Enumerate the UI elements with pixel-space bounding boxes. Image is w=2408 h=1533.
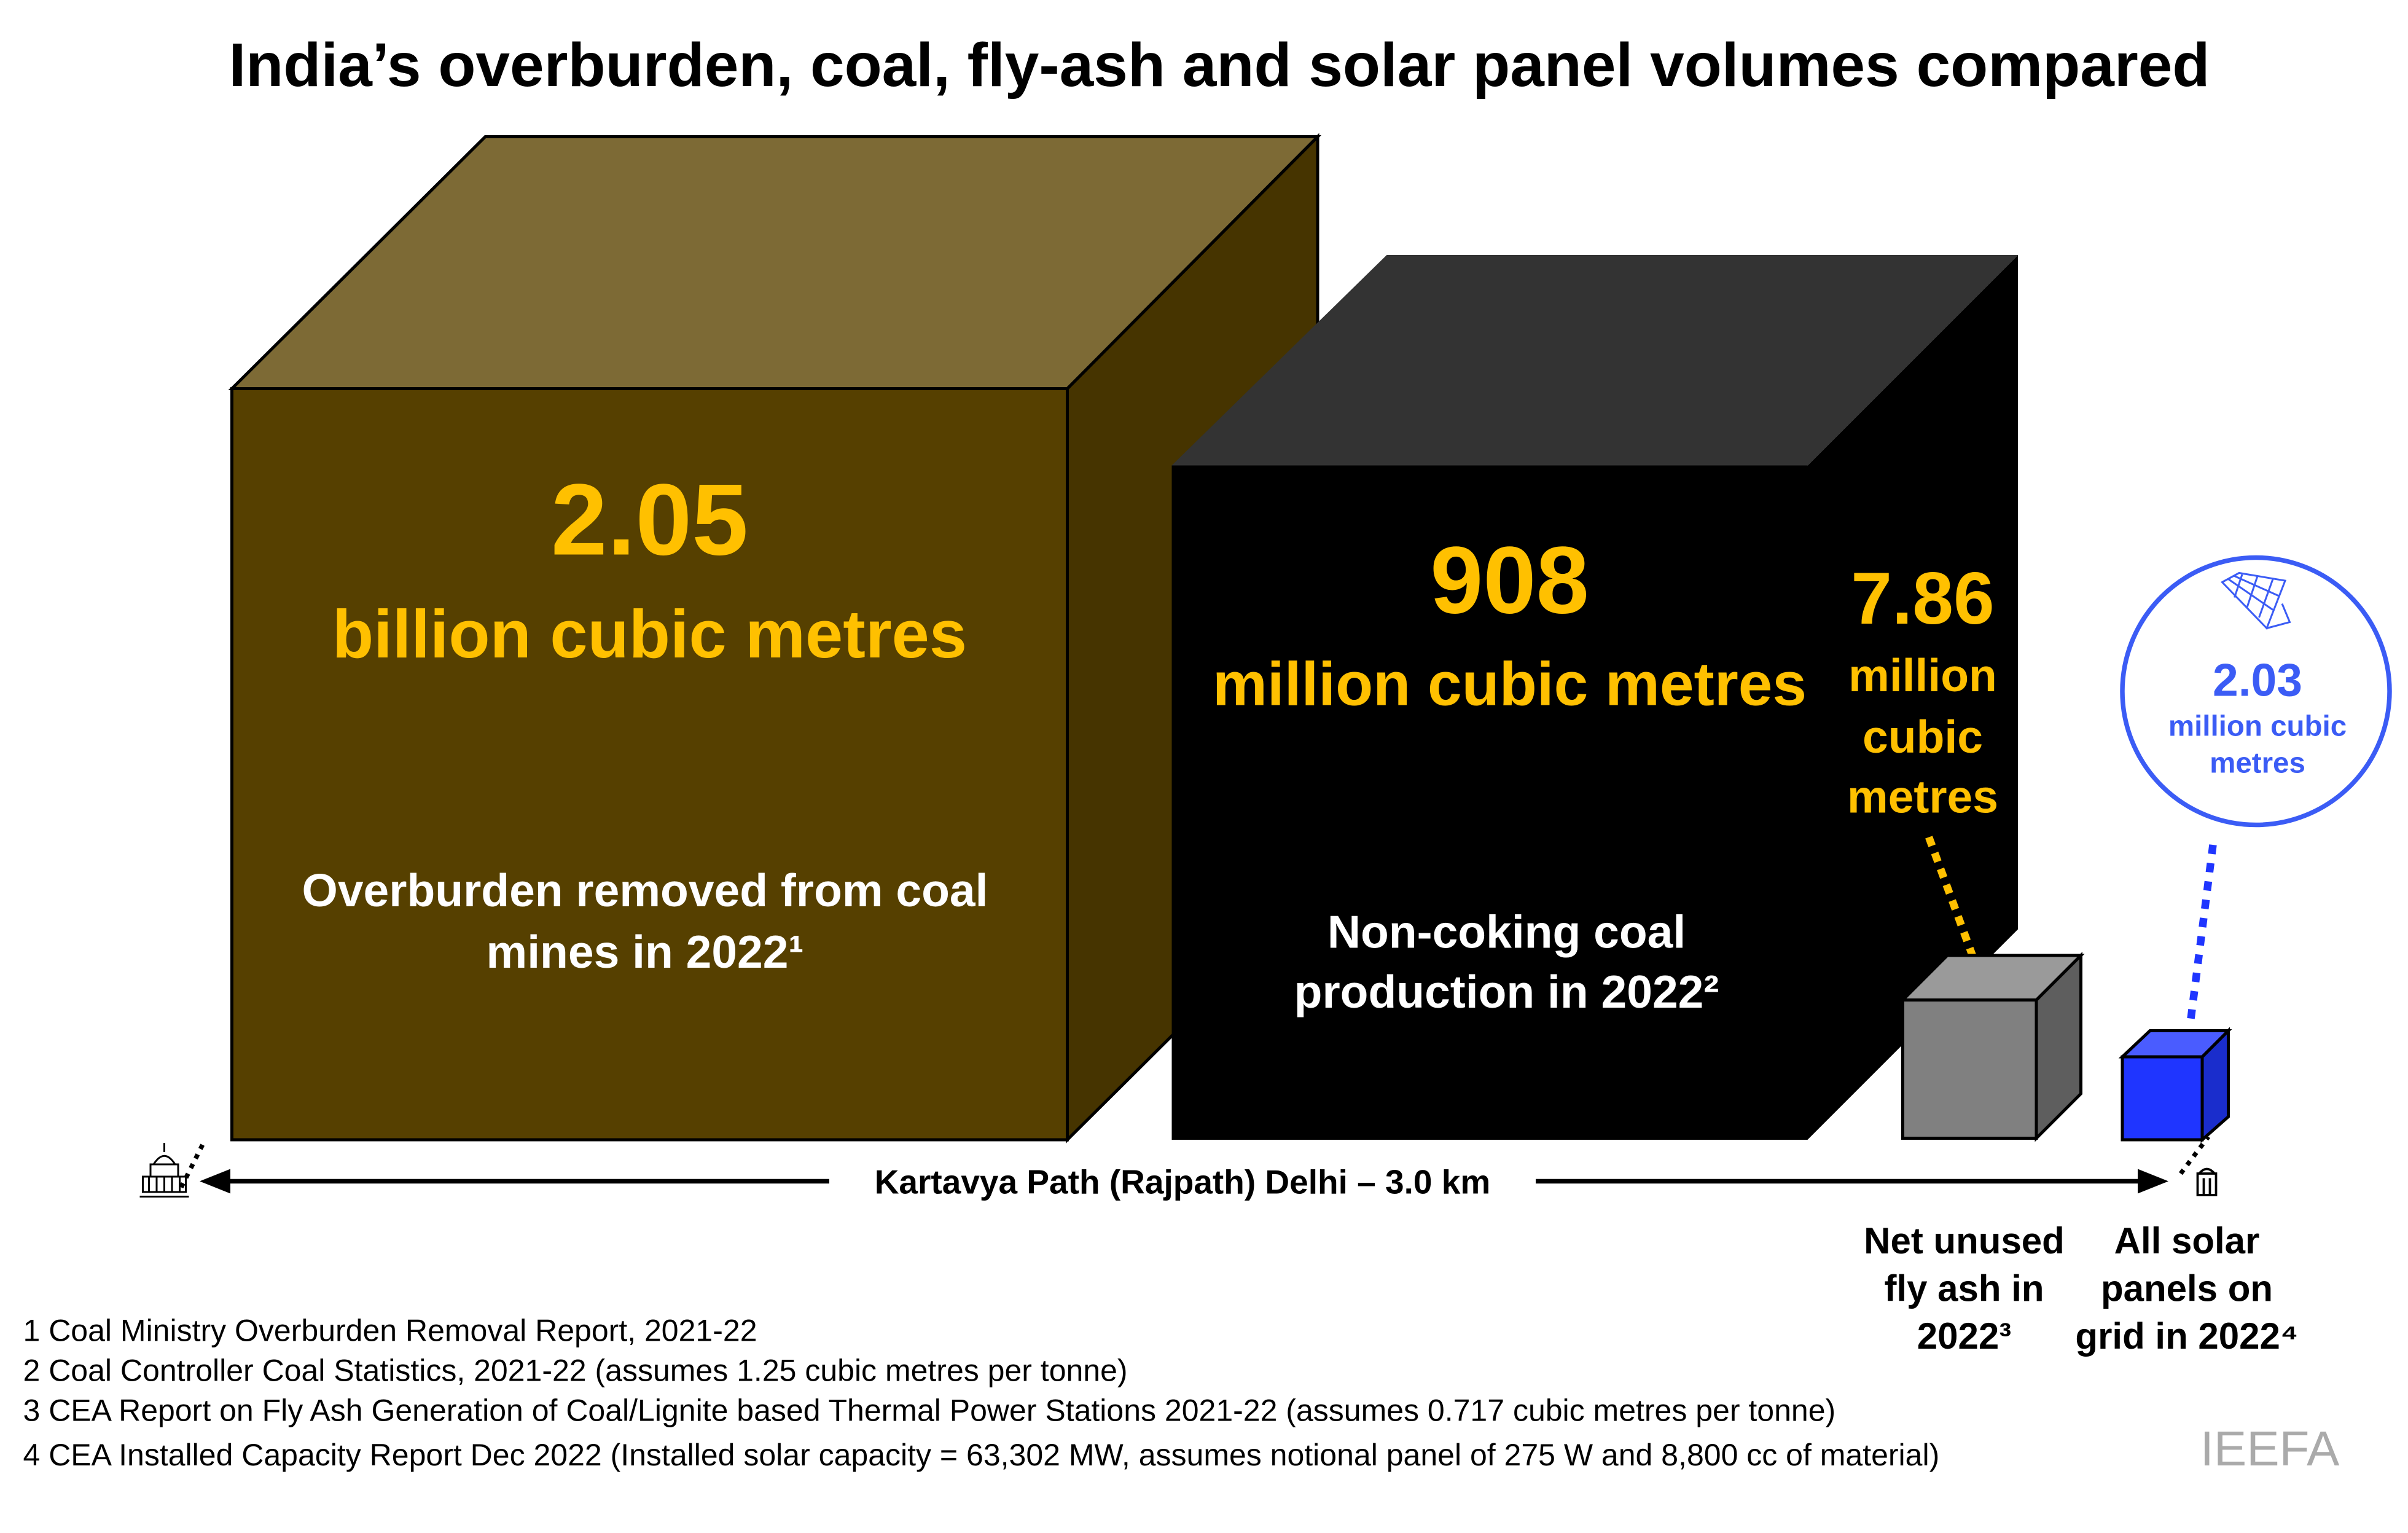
fly-ash-unit-1: million [1848,649,1997,701]
solar-unit-2: metres [2210,747,2305,780]
fly-ash-unit-3: metres [1847,771,1998,823]
solar-unit-1: million cubic [2168,710,2347,743]
page-title: India’s overburden, coal, fly-ash and so… [229,31,2210,100]
footnote-3: 3 CEA Report on Fly Ash Generation of Co… [23,1394,1836,1428]
solar-leader-line [2186,844,2217,1027]
ieefa-logo: IEEFA [2200,1421,2340,1476]
fly-ash-cube [1899,951,2085,1142]
scale-label: Kartavya Path (Rajpath) Delhi – 3.0 km [875,1163,1491,1201]
fly-ash-label-2: fly ash in [1884,1268,2044,1309]
footnote-1: 1 Coal Ministry Overburden Removal Repor… [23,1314,757,1348]
footnote-4: 4 CEA Installed Capacity Report Dec 2022… [23,1438,1940,1472]
coal-unit: million cubic metres [1213,650,1807,719]
footnote-2: 2 Coal Controller Coal Statistics, 2021-… [23,1354,1128,1388]
solar-value: 2.03 [2213,654,2302,706]
overburden-label-2: mines in 2022¹ [487,926,804,978]
solar-label-3: grid in 2022⁴ [2075,1315,2298,1357]
arrow-left-icon [200,1169,230,1194]
solar-cube [2118,1027,2232,1143]
overburden-unit: billion cubic metres [332,597,967,672]
parliament-building-icon [139,1143,189,1198]
solar-label-1: All solar [2114,1220,2260,1261]
india-gate-icon [2196,1167,2218,1196]
coal-value: 908 [1430,527,1589,633]
coal-label-1: Non-coking coal [1327,906,1686,958]
fly-ash-value: 7.86 [1851,557,1995,640]
solar-label-2: panels on [2101,1268,2273,1309]
solar-panel-icon [2221,571,2291,630]
fly-ash-leader-line [1925,836,1987,985]
scale-start-dots [179,1143,205,1189]
overburden-label-1: Overburden removed from coal [302,865,988,916]
overburden-value: 2.05 [551,463,748,576]
arrow-right-icon [2138,1169,2168,1194]
coal-label-2: production in 2022² [1294,966,1719,1017]
fly-ash-label-1: Net unused [1864,1220,2065,1261]
solar-callout-circle [2120,555,2392,828]
fly-ash-unit-2: cubic [1863,711,1983,763]
fly-ash-label-3: 2022³ [1917,1315,2011,1357]
coal-cube [1171,255,2018,1140]
scale-end-dots [2179,1135,2210,1175]
